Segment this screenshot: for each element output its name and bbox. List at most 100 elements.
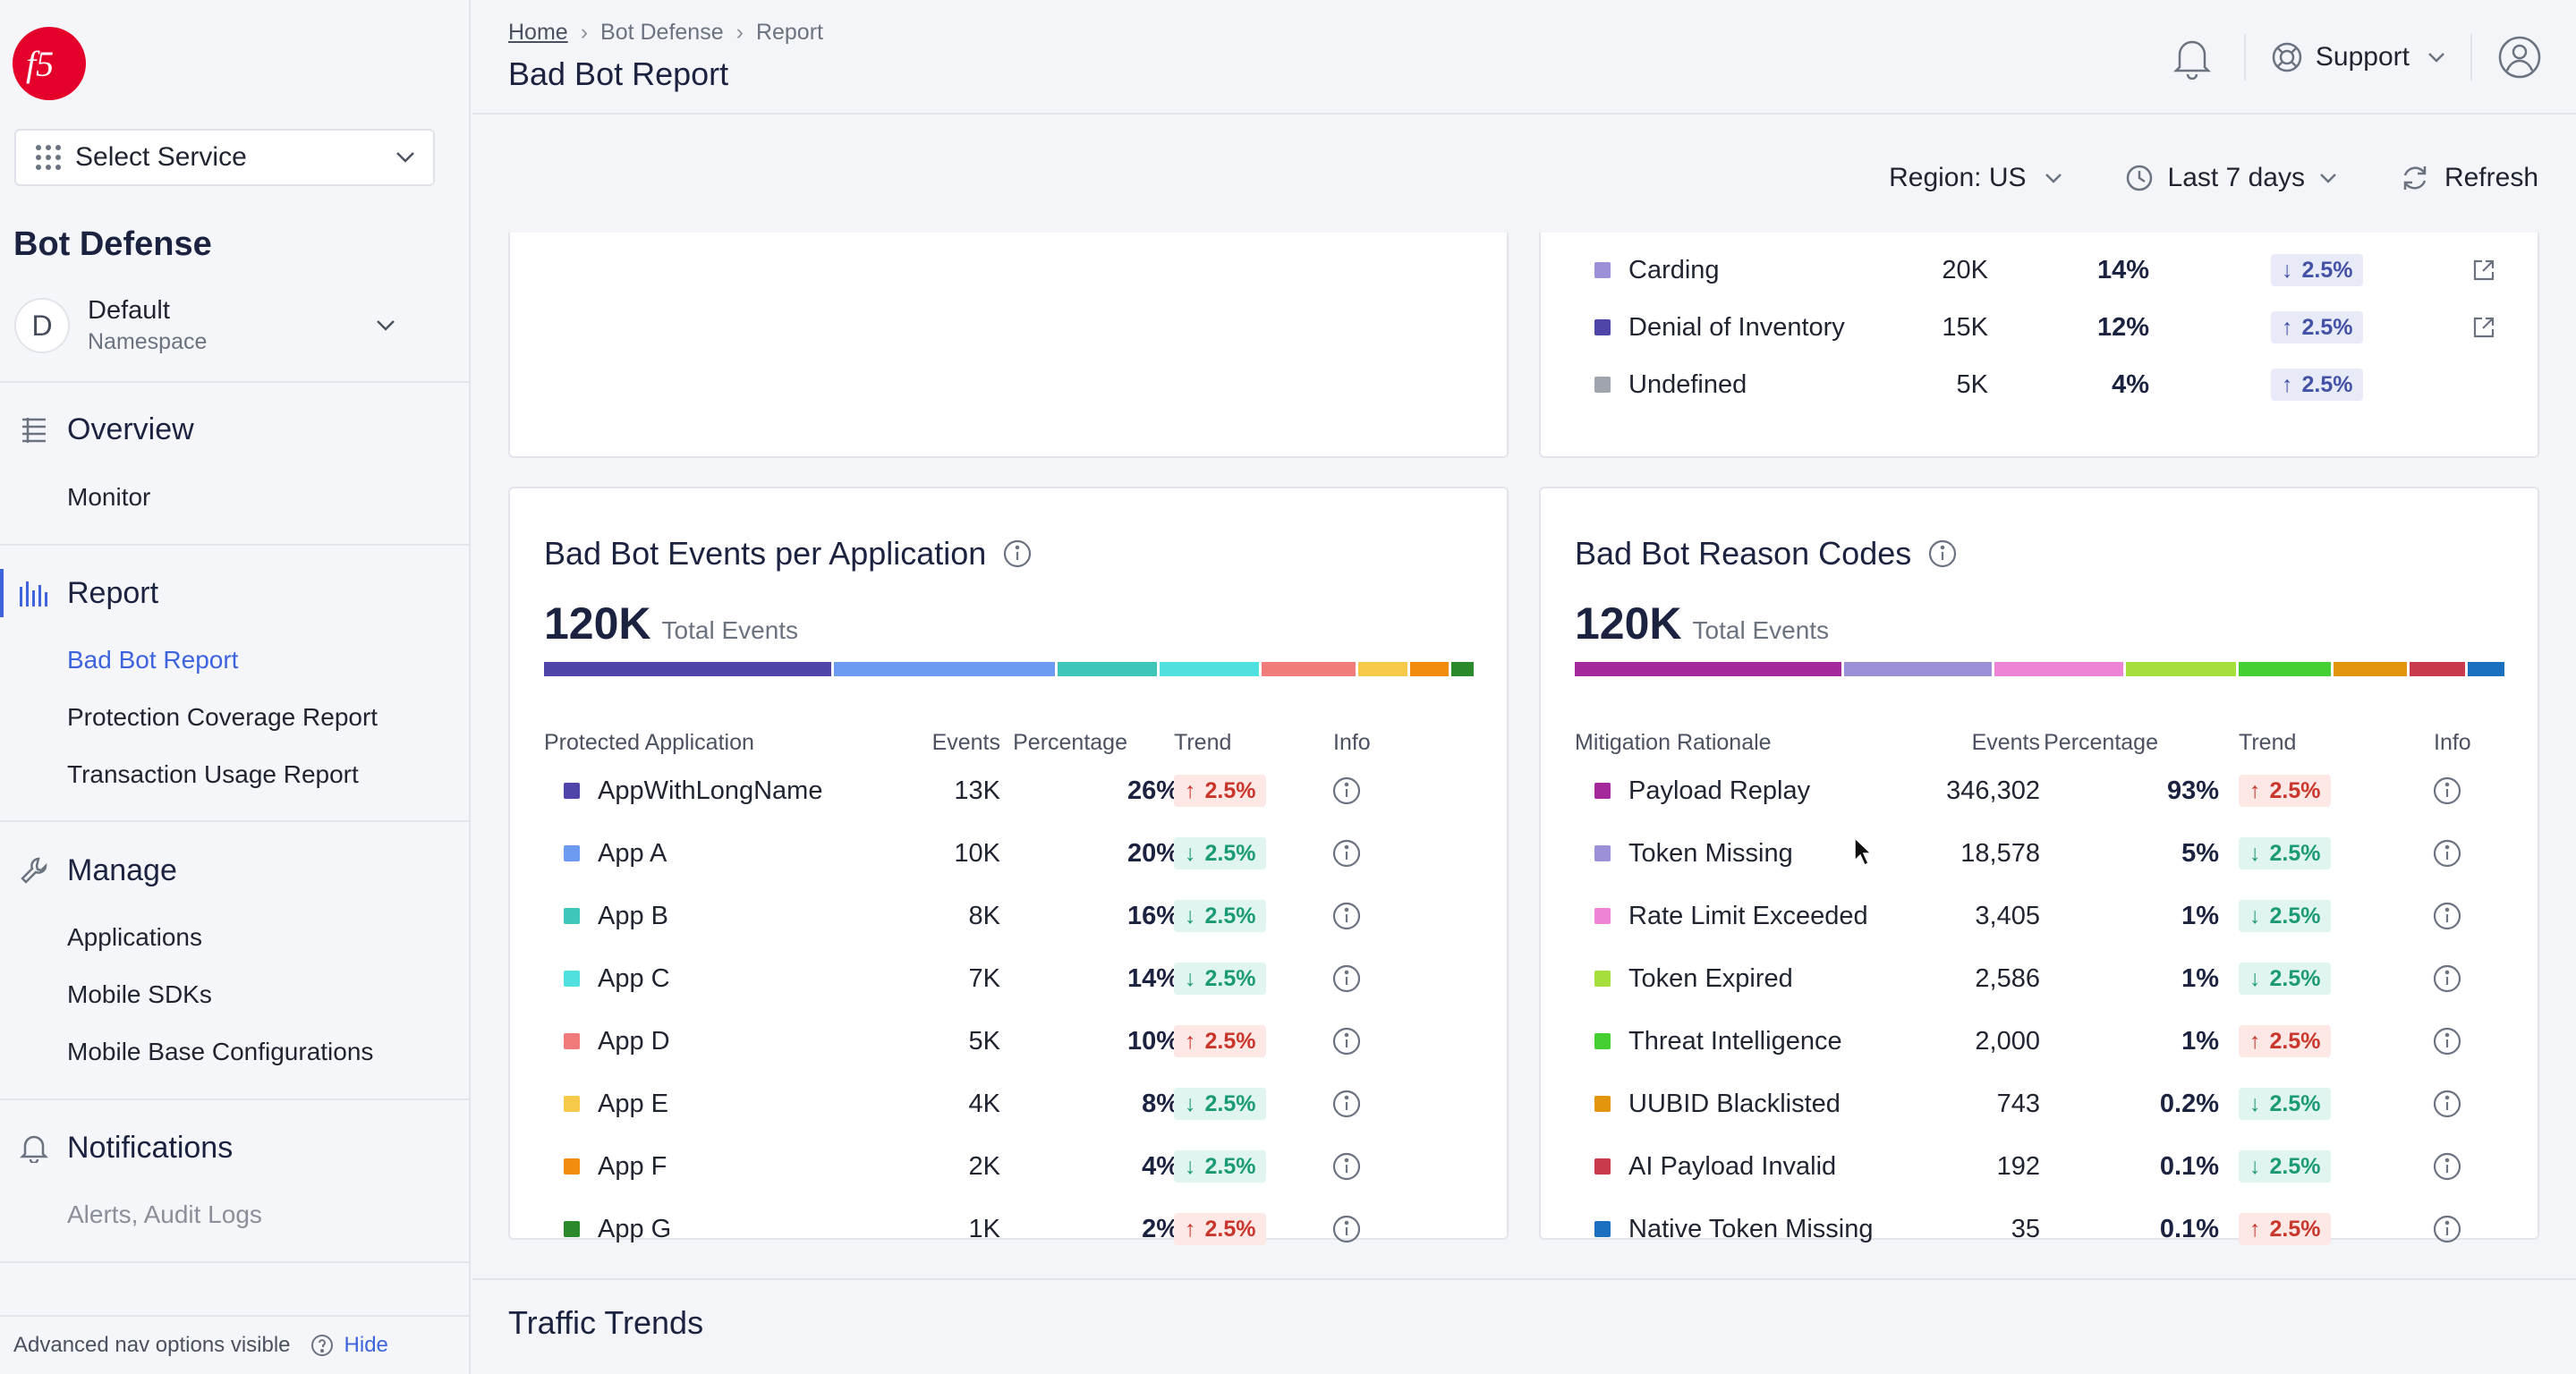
table-row: App C 7K 14% ↓ 2.5% [510,950,1507,1007]
sidebar-section-overview[interactable]: Overview [0,405,471,454]
trend-badge: ↑ 2.5% [2239,1025,2332,1057]
info-icon[interactable] [1331,1200,1362,1258]
arrow-up-icon: ↑ [2282,314,2293,340]
arrow-down-icon: ↓ [1185,965,1196,991]
row-events: 5K [968,1026,1000,1056]
breadcrumb-bot-defense[interactable]: Bot Defense [600,20,724,45]
info-icon[interactable] [1927,539,1958,569]
row-events: 743 [1996,1089,2040,1118]
sidebar-section-notifications[interactable]: Notifications [0,1124,471,1172]
arrow-up-icon: ↑ [2249,1216,2261,1242]
distribution-segment [1261,662,1356,676]
info-icon[interactable] [1331,1013,1362,1070]
legend-swatch [1594,971,1611,987]
arrow-down-icon: ↓ [2249,1153,2261,1179]
table-row: Carding 20K 14% ↓ 2.5% [1541,242,2538,299]
hide-link[interactable]: Hide [344,1333,388,1357]
help-icon[interactable] [310,1334,334,1357]
info-icon[interactable] [1331,825,1362,882]
namespace-name: Default [88,296,170,325]
external-link-icon[interactable] [2471,299,2496,356]
scrolled-card-right: Carding 20K 14% ↓ 2.5% Denial of Inventory 15K… [1539,233,2539,458]
traffic-trends-title: Traffic Trends [508,1304,704,1341]
trend-badge: ↑ 2.5% [2271,369,2364,401]
legend-swatch [1594,1158,1611,1175]
trend-badge: ↓ 2.5% [2239,963,2332,995]
column-header: Protected Application [544,730,754,755]
row-events: 7K [968,963,1000,993]
row-percentage: 4% [2112,369,2149,399]
legend-swatch [1594,1221,1611,1237]
overview-icon [21,418,46,443]
row-percentage: 0.2% [2159,1089,2219,1118]
distribution-segment [1844,662,1992,676]
sidebar: f5 Select Service Bot Defense D Default … [0,0,471,1374]
sidebar-item-transaction-usage-report[interactable]: Transaction Usage Report [67,760,359,788]
external-link-icon[interactable] [2471,242,2496,299]
sidebar-section-manage[interactable]: Manage [0,846,471,895]
info-icon[interactable] [1331,887,1362,945]
info-icon[interactable] [1331,1075,1362,1132]
column-header: Info [1333,730,1371,755]
table-row: App G 1K 2% ↑ 2.5% [510,1200,1507,1258]
arrow-down-icon: ↓ [2249,903,2261,929]
info-icon[interactable] [2432,1013,2462,1070]
row-percentage: 93% [2166,776,2219,805]
chevron-down-icon [377,320,395,331]
row-name: App D [598,1026,670,1056]
arrow-up-icon: ↑ [1185,1216,1196,1242]
table-row: UUBID Blacklisted 743 0.2% ↓ 2.5% [1541,1075,2538,1132]
info-icon[interactable] [2432,1138,2462,1195]
row-name: Denial of Inventory [1628,312,1845,342]
table-row: App B 8K 16% ↓ 2.5% [510,887,1507,945]
sidebar-item-applications[interactable]: Applications [67,923,202,951]
info-icon[interactable] [1331,1138,1362,1195]
info-icon[interactable] [2432,1200,2462,1258]
info-icon[interactable] [2432,825,2462,882]
support-menu[interactable]: Support [2271,41,2445,73]
user-avatar-icon[interactable] [2497,35,2542,80]
legend-swatch [564,971,580,987]
namespace-selector[interactable]: D Default Namespace [14,292,435,360]
row-events: 15K [1942,312,1988,342]
info-icon[interactable] [2432,887,2462,945]
sidebar-item-mobile-sdks[interactable]: Mobile SDKs [67,980,212,1008]
breadcrumb-home[interactable]: Home [508,20,568,45]
trend-value: 2.5% [1204,840,1256,866]
arrow-up-icon: ↑ [1185,1028,1196,1054]
info-icon[interactable] [1002,539,1033,569]
sidebar-item-bad-bot-report[interactable]: Bad Bot Report [67,646,239,674]
notification-bell-icon[interactable] [2171,35,2214,80]
info-icon[interactable] [1331,762,1362,819]
arrow-down-icon: ↓ [1185,903,1196,929]
mouse-cursor-icon [1854,837,1873,867]
sidebar-item-mobile-base-configurations[interactable]: Mobile Base Configurations [67,1038,374,1065]
row-percentage: 1% [2181,901,2219,930]
chevron-down-icon [2428,53,2444,63]
time-range-dropdown[interactable]: Last 7 days [2125,163,2337,193]
region-dropdown[interactable]: Region: US [1889,163,2062,193]
refresh-button[interactable]: Refresh [2400,163,2538,193]
chevron-down-icon [2320,174,2336,183]
info-icon[interactable] [2432,950,2462,1007]
table-row: AI Payload Invalid 192 0.1% ↓ 2.5% [1541,1138,2538,1195]
divider [0,1098,471,1100]
arrow-up-icon: ↑ [2282,371,2293,397]
select-service-dropdown[interactable]: Select Service [14,129,435,186]
sidebar-item-monitor[interactable]: Monitor [67,483,151,511]
sidebar-section-report[interactable]: Report [0,569,471,617]
trend-badge: ↑ 2.5% [1174,1213,1267,1245]
distribution-segment [2239,662,2331,676]
sidebar-item-alerts-audit-logs[interactable]: Alerts, Audit Logs [67,1200,262,1228]
report-toolbar: Region: US Last 7 days Refresh [1826,163,2538,193]
sidebar-item-protection-coverage-report[interactable]: Protection Coverage Report [67,703,378,731]
f5-logo[interactable]: f5 [13,27,86,100]
row-events: 3,405 [1975,901,2040,930]
info-icon[interactable] [2432,762,2462,819]
info-icon[interactable] [2432,1075,2462,1132]
info-icon[interactable] [1331,950,1362,1007]
legend-swatch [1594,1033,1611,1049]
row-name: App F [598,1151,667,1181]
breadcrumb-report: Report [755,20,823,45]
table-row: Denial of Inventory 15K 12% ↑ 2.5% [1541,299,2538,356]
